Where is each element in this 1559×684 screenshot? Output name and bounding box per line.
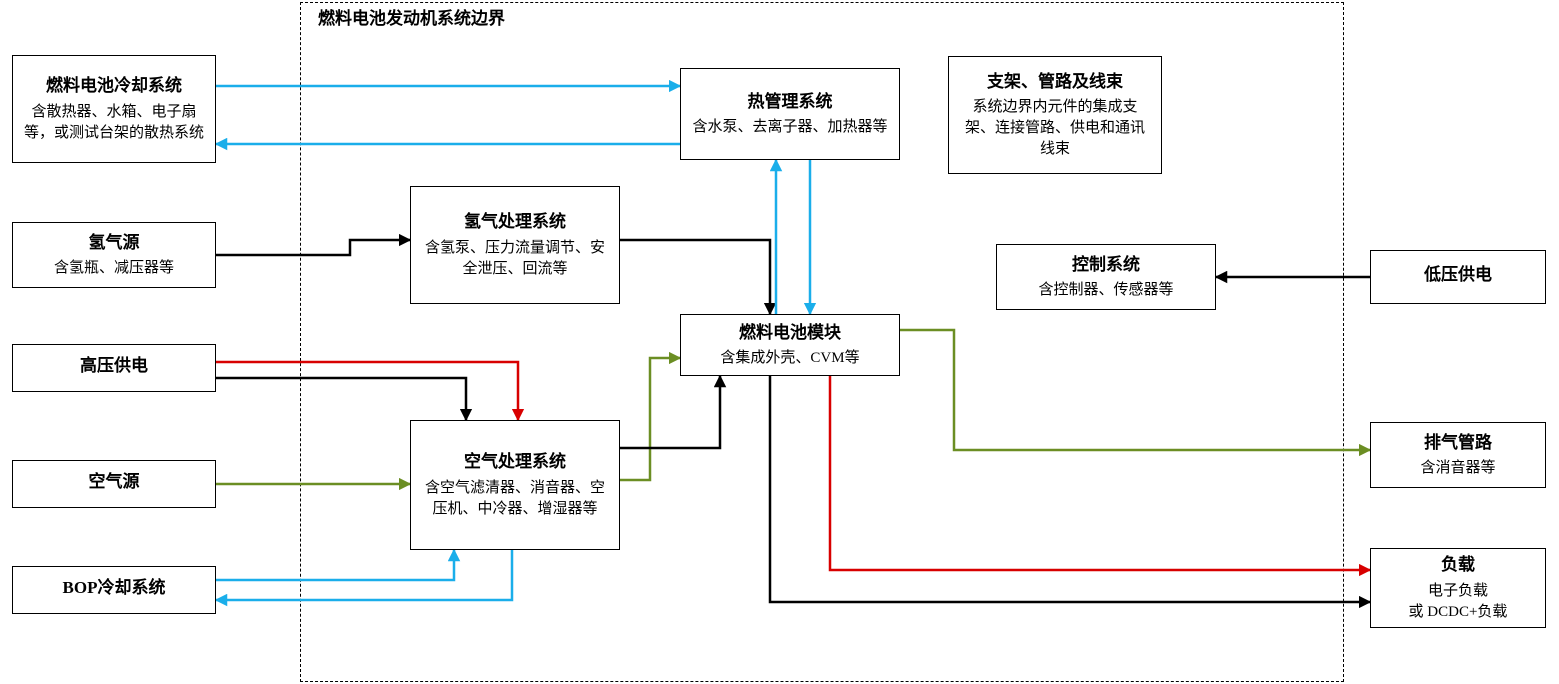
node-ctrl: 控制系统含控制器、传感器等 xyxy=(996,244,1216,310)
node-sub: 含水泵、去离子器、加热器等 xyxy=(692,117,887,138)
node-sub: 含氢泵、压力流量调节、安全泄压、回流等 xyxy=(421,238,609,280)
diagram-canvas: 燃料电池发动机系统边界 燃料电池冷却系统含散热器、水箱、电子扇等，或测试台架的散… xyxy=(0,0,1559,684)
node-hv_power: 高压供电 xyxy=(12,344,216,392)
node-sub: 含氢瓶、减压器等 xyxy=(54,258,174,279)
node-h2_proc: 氢气处理系统含氢泵、压力流量调节、安全泄压、回流等 xyxy=(410,186,620,304)
node-title: 热管理系统 xyxy=(748,90,833,114)
node-title: 氢气处理系统 xyxy=(464,210,566,234)
node-lv_power: 低压供电 xyxy=(1370,250,1546,304)
node-fc_module: 燃料电池模块含集成外壳、CVM等 xyxy=(680,314,900,376)
node-title: 空气处理系统 xyxy=(464,450,566,474)
node-title: 支架、管路及线束 xyxy=(987,70,1123,94)
boundary-label: 燃料电池发动机系统边界 xyxy=(318,4,505,29)
node-sub: 含散热器、水箱、电子扇等，或测试台架的散热系统 xyxy=(23,102,205,144)
node-title: 高压供电 xyxy=(80,354,148,378)
node-h2_source: 氢气源含氢瓶、减压器等 xyxy=(12,222,216,288)
node-title: 空气源 xyxy=(89,470,140,494)
node-sub: 含消音器等 xyxy=(1420,458,1495,479)
node-sub: 含空气滤清器、消音器、空压机、中冷器、增湿器等 xyxy=(421,478,609,520)
node-title: 燃料电池冷却系统 xyxy=(46,74,182,98)
node-bop_cooling: BOP冷却系统 xyxy=(12,566,216,614)
node-cooling_sys: 燃料电池冷却系统含散热器、水箱、电子扇等，或测试台架的散热系统 xyxy=(12,55,216,163)
node-air_proc: 空气处理系统含空气滤清器、消音器、空压机、中冷器、增湿器等 xyxy=(410,420,620,550)
node-sub: 系统边界内元件的集成支架、连接管路、供电和通讯线束 xyxy=(959,97,1151,160)
node-title: 控制系统 xyxy=(1072,253,1140,277)
node-title: 燃料电池模块 xyxy=(739,321,841,345)
node-title: 低压供电 xyxy=(1424,263,1492,287)
node-sub: 电子负载或 DCDC+负载 xyxy=(1409,581,1508,623)
node-air_source: 空气源 xyxy=(12,460,216,508)
node-title: 负载 xyxy=(1441,553,1475,577)
node-exhaust: 排气管路含消音器等 xyxy=(1370,422,1546,488)
node-title: BOP冷却系统 xyxy=(63,576,166,600)
node-sub: 含控制器、传感器等 xyxy=(1038,280,1173,301)
node-bracket: 支架、管路及线束系统边界内元件的集成支架、连接管路、供电和通讯线束 xyxy=(948,56,1162,174)
node-load: 负载电子负载或 DCDC+负载 xyxy=(1370,548,1546,628)
node-title: 排气管路 xyxy=(1424,431,1492,455)
node-sub: 含集成外壳、CVM等 xyxy=(720,348,859,369)
node-title: 氢气源 xyxy=(89,231,140,255)
node-thermal: 热管理系统含水泵、去离子器、加热器等 xyxy=(680,68,900,160)
